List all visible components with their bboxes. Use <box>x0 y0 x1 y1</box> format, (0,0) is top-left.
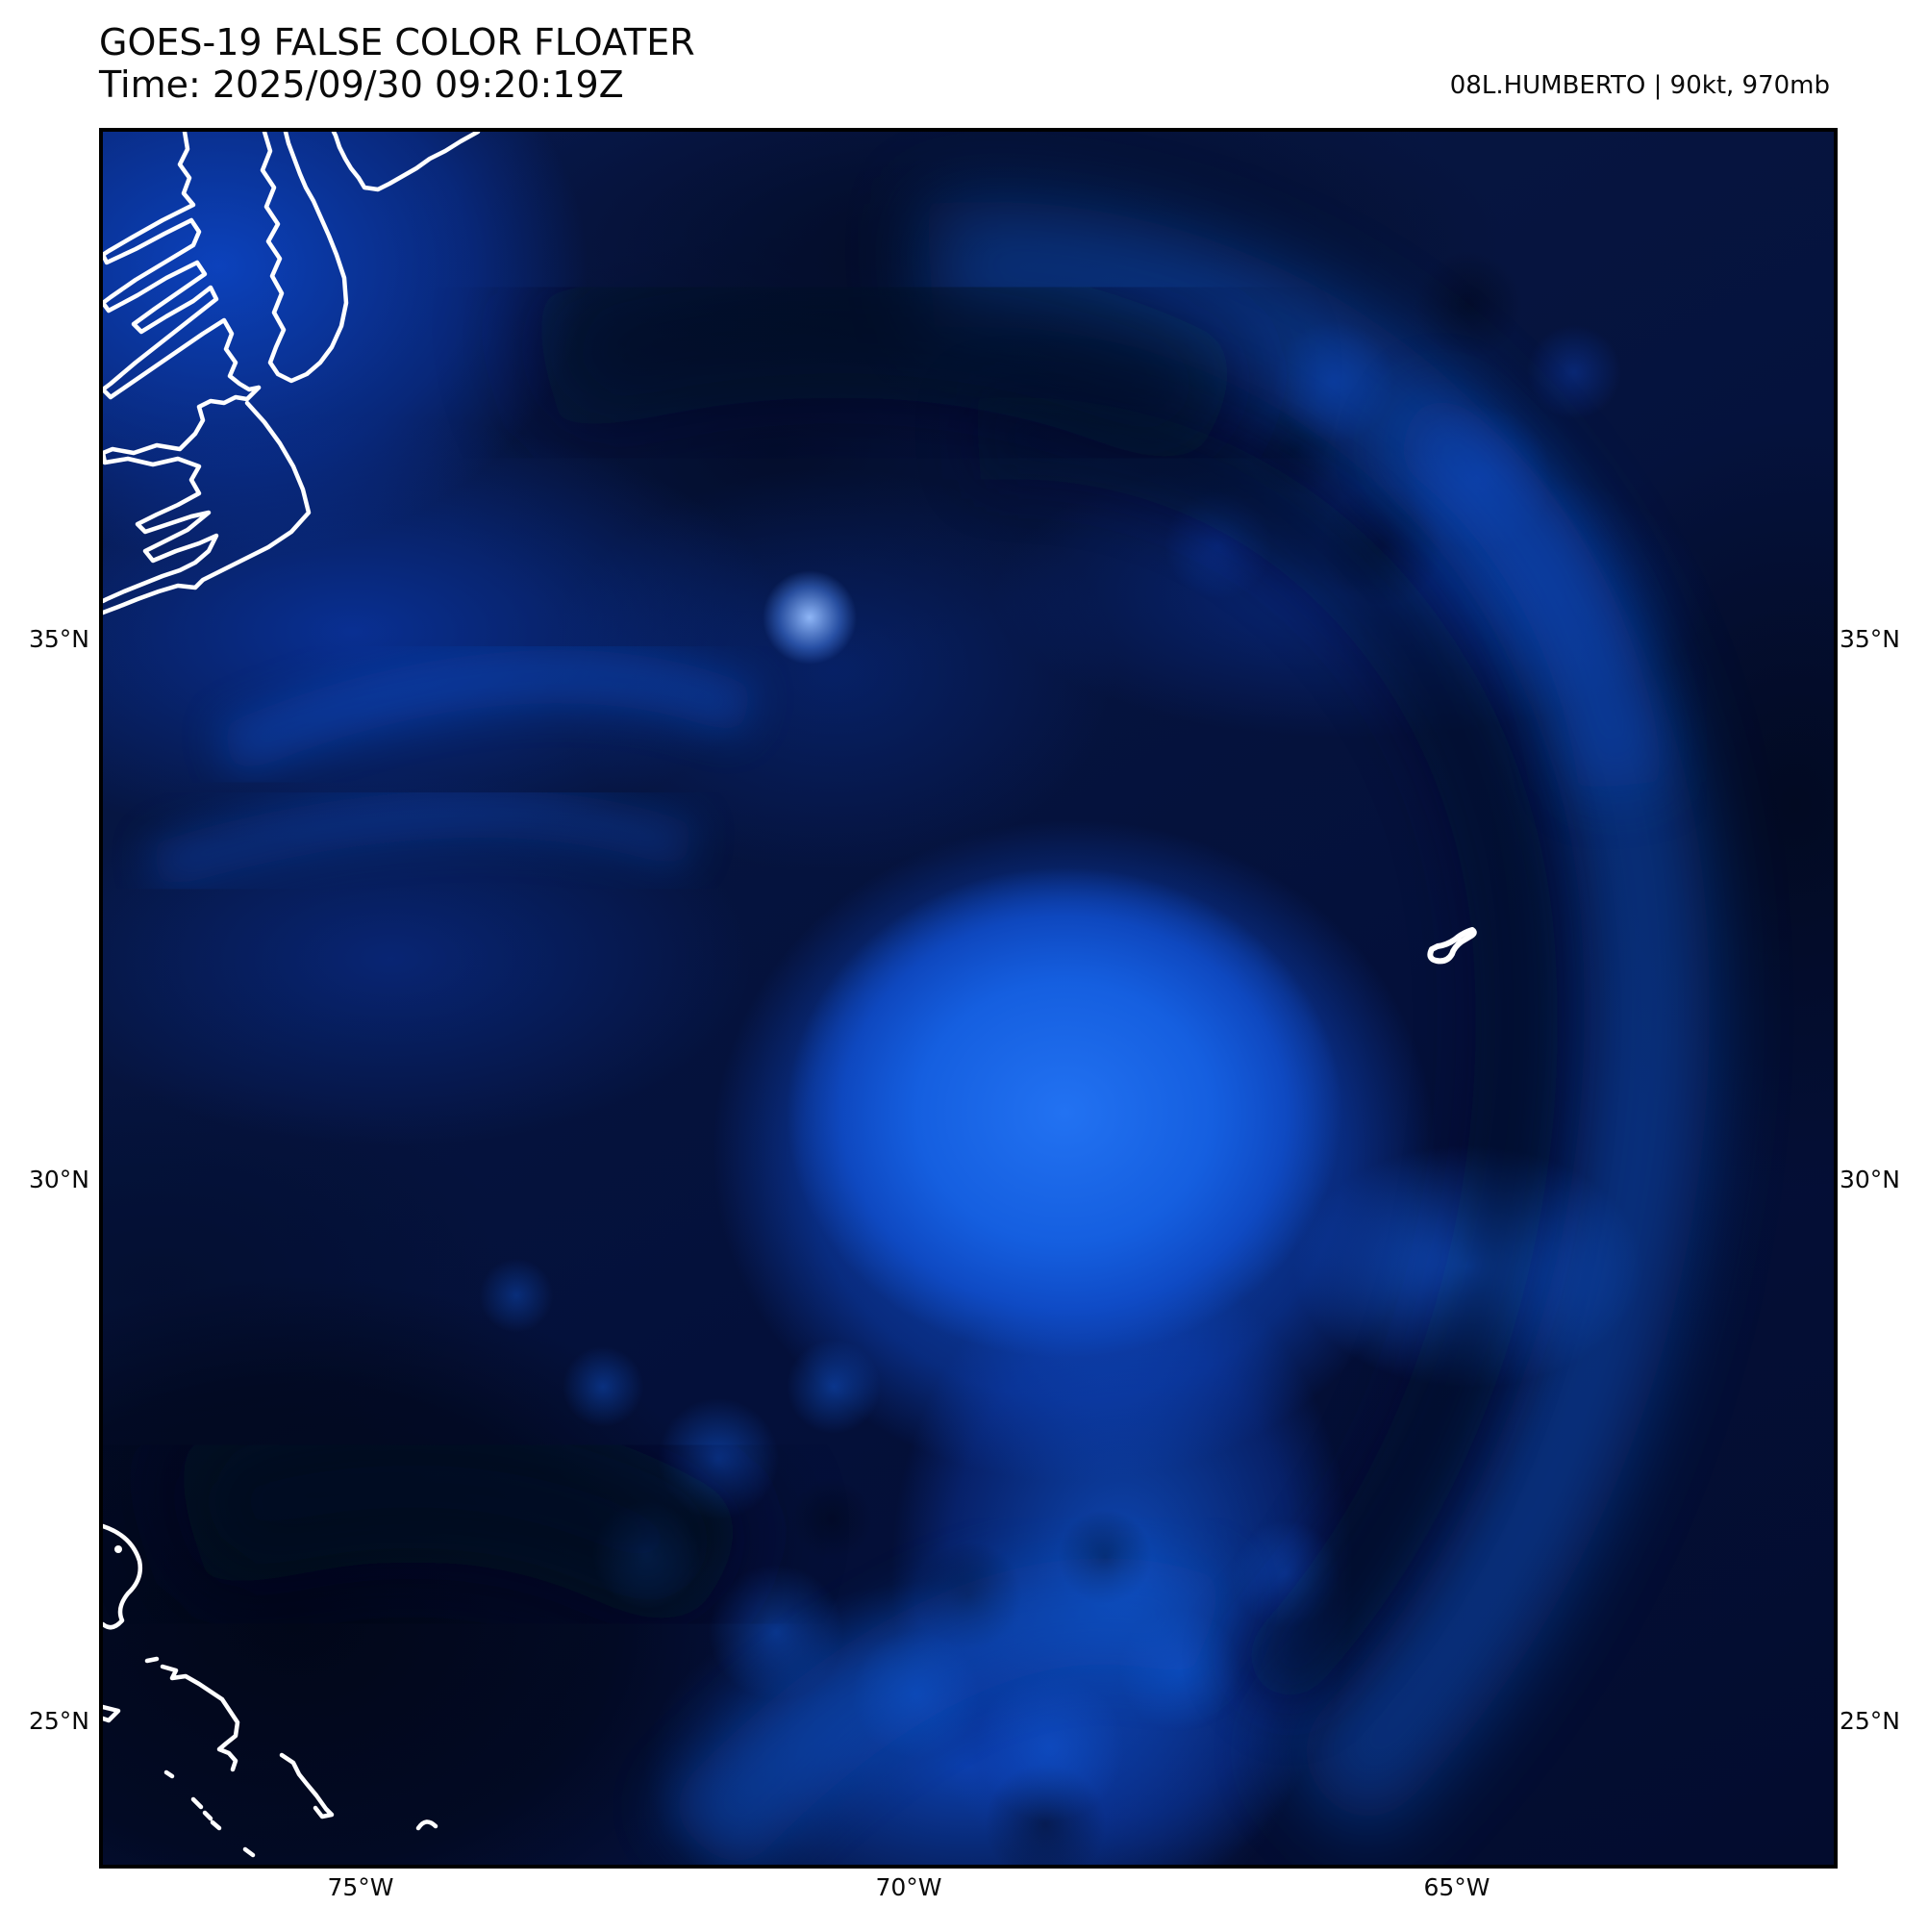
cirrus-streak-1 <box>216 650 759 777</box>
lat-label-25n-right: 25°N <box>1840 1707 1901 1735</box>
storm-info-label: 08L.HUMBERTO | 90kt, 970mb <box>1449 71 1830 100</box>
header-title-block: GOES-19 FALSE COLOR FLOATER Time: 2025/0… <box>99 21 695 107</box>
coastline-abaco-island <box>103 1523 142 1630</box>
coastline-new-jersey-delaware <box>331 132 481 192</box>
lon-label-65w: 65°W <box>1423 1873 1490 1901</box>
cloud-band-overlay <box>148 201 1710 1865</box>
south-bright-band <box>660 1558 1230 1865</box>
lat-label-35n-left: 35°N <box>28 625 89 653</box>
lat-label-25n-left: 25°N <box>28 1707 89 1735</box>
coastline-left-edge-cape <box>103 1704 121 1723</box>
coastline-outer-banks <box>103 400 312 615</box>
product-title: GOES-19 FALSE COLOR FLOATER <box>99 21 695 63</box>
islet-dot <box>114 1545 122 1553</box>
product-timestamp: Time: 2025/09/30 09:20:19Z <box>99 63 624 107</box>
lon-label-70w: 70°W <box>875 1873 942 1901</box>
coastline-small-cays <box>163 1769 438 1858</box>
coastline-north-carolina-mainland <box>103 385 262 604</box>
coastline-overlay <box>103 132 1477 1858</box>
lon-label-75w: 75°W <box>327 1873 394 1901</box>
north-dark-band <box>522 253 1257 483</box>
lat-label-35n-right: 35°N <box>1840 625 1901 653</box>
spiral-band-outer <box>924 201 1710 1842</box>
spiral-band-gap <box>975 397 1558 1715</box>
lat-label-30n-left: 30°N <box>28 1166 89 1193</box>
coastline-eleuthera-island <box>144 1656 240 1772</box>
cirrus-streak-2 <box>148 790 699 891</box>
island-bermuda <box>1427 927 1477 965</box>
east-band <box>1386 384 1665 791</box>
coastline-chesapeake-west-shore <box>103 132 262 400</box>
southwest-dark-band <box>163 1408 764 1647</box>
lat-label-30n-right: 30°N <box>1840 1166 1901 1193</box>
coastline-cat-island-chain <box>279 1752 335 1819</box>
satellite-map: Copyright © 2020-2025 Dapiya <box>99 128 1838 1869</box>
coastline-delmarva-peninsula <box>260 132 349 384</box>
